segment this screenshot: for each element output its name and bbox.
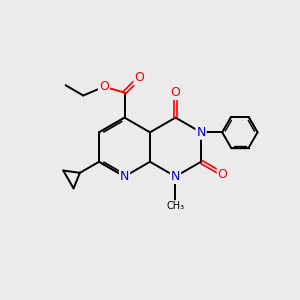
Text: O: O [99, 80, 109, 93]
Text: O: O [134, 71, 144, 84]
Text: O: O [171, 86, 180, 99]
Text: N: N [171, 170, 180, 183]
Text: CH₃: CH₃ [167, 201, 184, 211]
Text: N: N [196, 126, 206, 139]
Text: N: N [120, 170, 129, 183]
Text: O: O [218, 168, 228, 181]
